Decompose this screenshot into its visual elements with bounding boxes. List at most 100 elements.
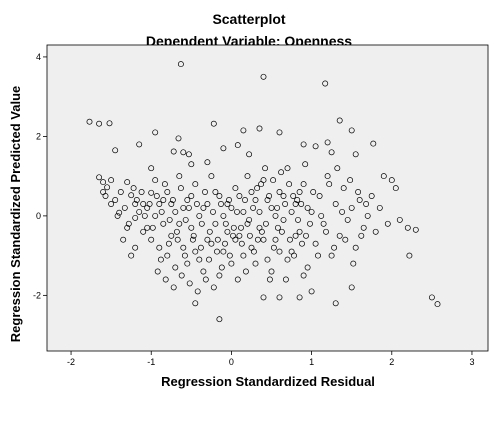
scatter-point	[182, 216, 189, 223]
scatter-point	[388, 177, 395, 184]
scatter-point	[124, 179, 131, 186]
scatter-point	[174, 236, 181, 243]
scatter-point	[348, 204, 355, 211]
scatter-point	[262, 220, 269, 227]
scatter-point	[154, 268, 161, 275]
scatter-point	[290, 193, 297, 199]
scatter-point	[328, 252, 335, 259]
scatter-point	[300, 181, 307, 188]
scatter-point	[246, 151, 253, 158]
scatter-point	[161, 181, 168, 188]
scatter-point	[294, 197, 301, 203]
scatter-point	[246, 216, 253, 223]
scatter-point	[224, 201, 231, 207]
scatter-point	[350, 260, 357, 267]
scatter-point	[170, 284, 177, 291]
scatter-point	[133, 197, 140, 203]
scatter-point	[125, 220, 132, 227]
scatter-point	[152, 129, 159, 136]
scatter-point	[434, 301, 441, 308]
scatter-point	[396, 216, 403, 223]
scatter-point	[152, 177, 159, 184]
scatter-point	[192, 248, 199, 255]
scatter-point	[348, 127, 355, 134]
scatter-point	[188, 193, 195, 199]
scatter-point	[284, 165, 291, 172]
scatter-point	[185, 204, 192, 211]
scatter-point	[372, 228, 379, 235]
scatter-point	[188, 161, 195, 168]
scatter-point	[196, 212, 203, 219]
scatter-point	[256, 208, 263, 215]
scatter-point	[230, 232, 236, 239]
scatter-point	[220, 145, 227, 152]
scatter-point	[156, 201, 163, 207]
scatter-point	[307, 220, 313, 227]
scatter-point	[200, 204, 207, 211]
scatter-point	[112, 197, 119, 203]
scatter-point	[254, 236, 261, 243]
scatter-point	[212, 220, 219, 227]
scatter-point	[278, 169, 285, 176]
scatter-point	[156, 244, 163, 251]
scatter-point	[138, 189, 145, 195]
scatter-point	[356, 197, 363, 203]
scatter-point	[318, 212, 325, 219]
scatter-point	[100, 179, 107, 186]
scatter-point	[244, 173, 251, 180]
scatter-point	[166, 216, 173, 223]
scatter-point	[124, 224, 131, 231]
scatter-point	[268, 204, 275, 211]
scatter-point	[136, 208, 143, 215]
scatter-point	[339, 208, 346, 215]
scatter-point	[121, 204, 128, 211]
scatter-point	[308, 288, 315, 295]
scatter-point	[222, 240, 228, 247]
x-tick-label: 1	[309, 357, 314, 367]
scatter-point	[348, 284, 355, 291]
scatter-point	[336, 232, 343, 239]
scatter-point	[202, 276, 209, 283]
scatter-point	[104, 184, 111, 191]
scatter-point	[176, 220, 183, 227]
scatter-point	[202, 189, 208, 195]
scatter-point	[144, 224, 151, 231]
scatter-point	[250, 204, 257, 211]
scatter-point	[148, 189, 155, 196]
y-tick-label: 0	[36, 211, 41, 221]
scatter-point	[278, 228, 285, 235]
scatter-point	[347, 177, 354, 184]
y-tick-label: 4	[36, 52, 41, 62]
scatter-point	[316, 193, 323, 199]
scatter-point	[230, 224, 237, 231]
scatter-point	[292, 232, 299, 239]
scatter-point	[228, 204, 235, 211]
scatter-point	[177, 61, 184, 68]
scatter-point	[240, 208, 247, 215]
scatter-point	[244, 220, 251, 227]
scatter-point	[250, 248, 257, 255]
scatter-point	[197, 244, 204, 251]
scatter-point	[100, 189, 107, 195]
scatter-point	[296, 228, 303, 235]
scatter-point	[168, 201, 175, 207]
x-tick-label: 0	[229, 357, 234, 367]
scatter-point	[206, 256, 212, 263]
scatter-point	[368, 193, 375, 199]
scatter-point	[280, 216, 287, 223]
scatter-point	[158, 208, 165, 215]
scatter-point	[238, 240, 245, 247]
scatter-point	[282, 201, 289, 207]
scatter-point	[212, 189, 219, 195]
scatter-point	[160, 197, 167, 203]
scatter-point	[162, 276, 169, 283]
scatter-point	[274, 224, 281, 231]
scatter-point	[177, 185, 184, 192]
scatter-point	[188, 224, 195, 231]
scatter-point	[340, 185, 347, 192]
scatter-point	[234, 276, 241, 283]
scatter-point	[238, 224, 244, 231]
scatter-point	[112, 147, 119, 154]
